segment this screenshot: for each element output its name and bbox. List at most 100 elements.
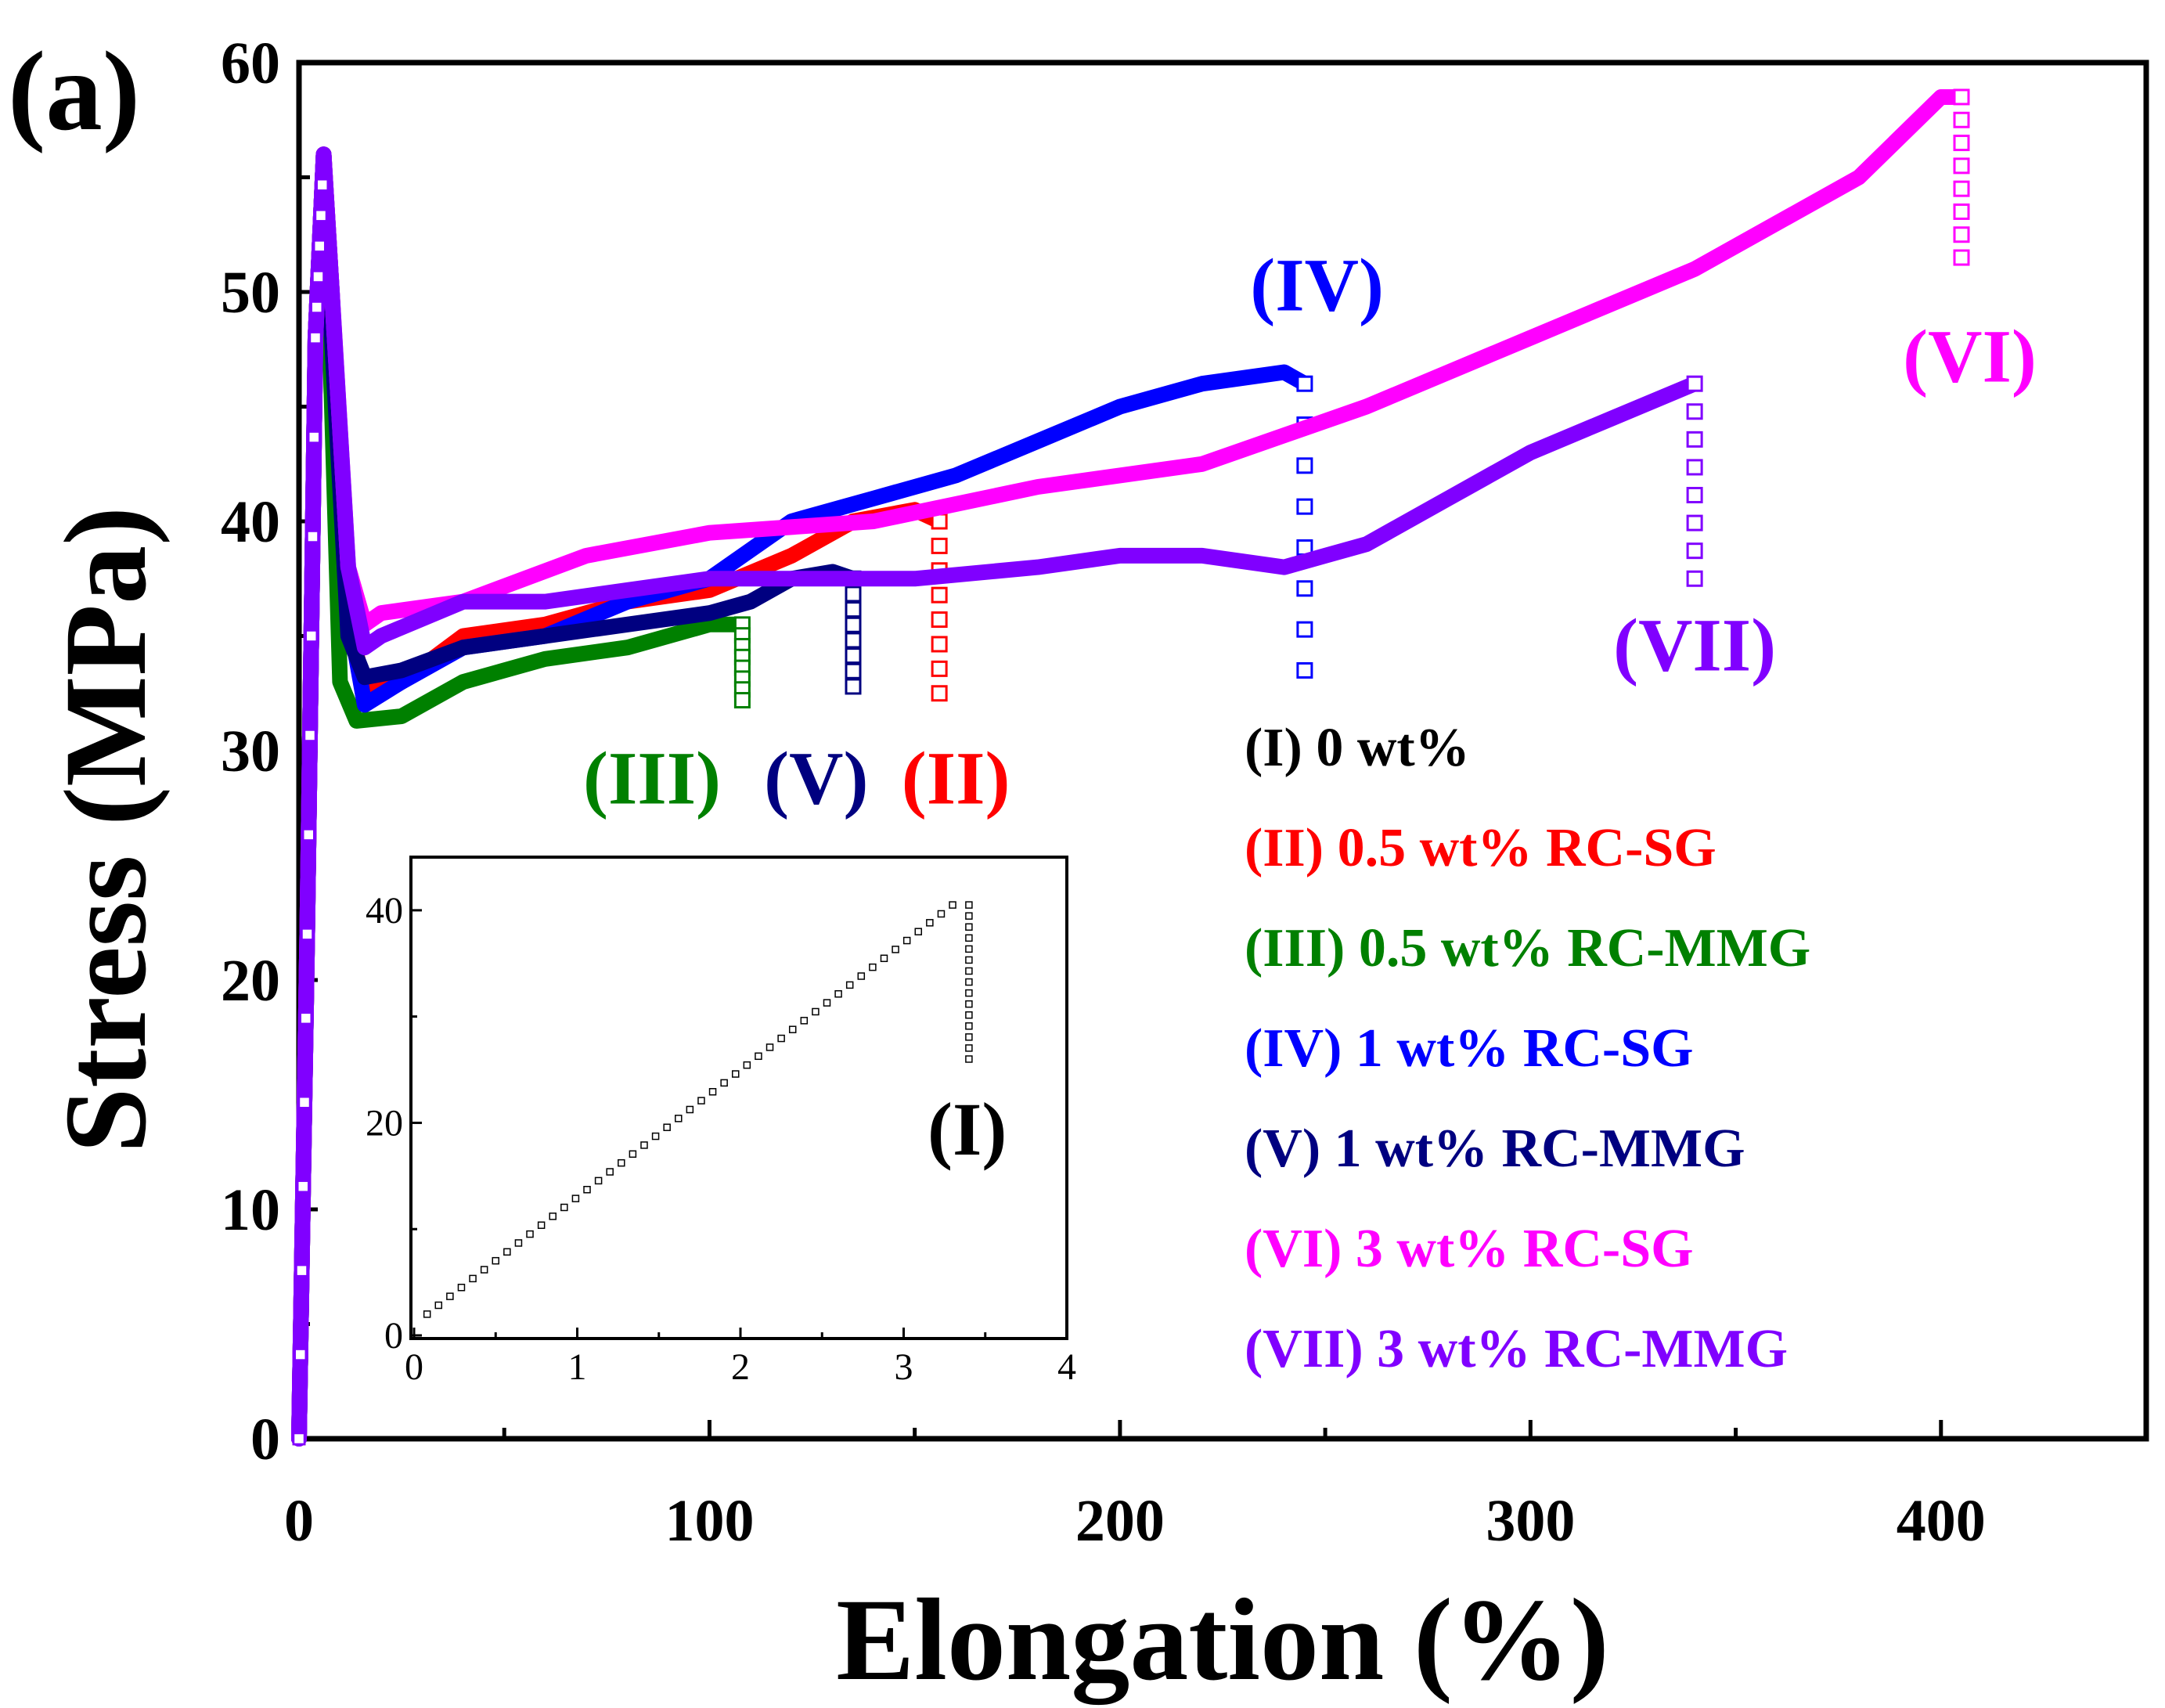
data-point <box>312 270 325 283</box>
inset-data-point <box>514 1239 523 1247</box>
inset-x-tick-label: 2 <box>731 1346 750 1388</box>
break-point <box>1953 203 1970 220</box>
data-point <box>307 431 321 444</box>
inset-data-point <box>800 1017 809 1025</box>
inset-data-point <box>469 1274 477 1283</box>
y-tick-label: 40 <box>221 489 280 555</box>
inset-data-point <box>651 1132 660 1140</box>
inset-y-tick-label: 40 <box>366 890 403 931</box>
inset-data-point <box>560 1203 568 1212</box>
inset-break-point <box>965 923 973 931</box>
break-point <box>1953 135 1970 152</box>
legend: (I) 0 wt% (II) 0.5 wt% RC-SG (III) 0.5 wt%… <box>1245 718 1810 1379</box>
inset-break-point <box>965 1033 973 1041</box>
y-tick-label: 0 <box>250 1407 280 1472</box>
legend-entry: (IV) 1 wt% RC-SG <box>1245 1018 1694 1079</box>
break-point <box>1686 570 1703 587</box>
break-point <box>1953 157 1970 175</box>
inset-points <box>423 901 973 1318</box>
break-point <box>1953 111 1970 128</box>
break-point <box>931 636 948 653</box>
inset-data-point <box>926 919 934 927</box>
inset-x-tick-label: 0 <box>405 1346 423 1388</box>
break-point <box>1686 487 1703 504</box>
data-point <box>297 1096 312 1109</box>
break-point <box>1296 580 1313 597</box>
inset-data-point <box>892 946 899 953</box>
break-point <box>1296 661 1313 679</box>
inset-data-point <box>457 1284 466 1292</box>
break-point <box>845 678 862 695</box>
data-point <box>314 209 328 222</box>
inset-break-point <box>965 1000 973 1008</box>
inset-data-point <box>823 999 831 1007</box>
series-5 <box>291 146 1703 1447</box>
inset-break-point <box>965 967 973 975</box>
series-layer <box>291 88 1970 1447</box>
inset-break-point <box>965 1055 973 1063</box>
inset-data-point <box>526 1230 534 1238</box>
break-point <box>845 662 862 679</box>
data-point <box>310 301 323 314</box>
x-axis-title: Elongation (%) <box>836 1575 1609 1705</box>
data-point <box>306 530 319 543</box>
curve-label: (IV) <box>1250 243 1384 326</box>
break-point <box>1686 403 1703 420</box>
inset-data-point <box>869 963 877 971</box>
break-point <box>1686 542 1703 560</box>
inset-data-point <box>571 1195 580 1202</box>
curve-label: (VI) <box>1903 314 2037 398</box>
y-tick-label: 20 <box>221 948 280 1014</box>
inset-break-point <box>965 901 973 909</box>
inset-curve-label: (I) <box>928 1087 1007 1171</box>
inset-x-tick-label: 3 <box>895 1346 913 1388</box>
inset-x-tick-label: 1 <box>568 1346 587 1388</box>
break-point <box>845 586 862 603</box>
inset-data-point <box>629 1150 637 1158</box>
inset-y-tick-label: 20 <box>366 1102 403 1144</box>
x-tick-label: 300 <box>1486 1488 1575 1554</box>
inset-data-point <box>697 1097 705 1104</box>
x-tick-label: 400 <box>1897 1488 1986 1554</box>
inset-data-point <box>423 1310 431 1318</box>
break-point <box>1296 621 1313 638</box>
break-point <box>931 685 948 702</box>
inset-data-point <box>857 972 866 980</box>
break-point <box>1953 249 1970 266</box>
break-point <box>845 616 862 633</box>
inset-data-point <box>663 1123 671 1131</box>
inset-data-point <box>503 1248 511 1256</box>
inset-data-point <box>618 1158 625 1167</box>
break-point <box>1953 226 1970 243</box>
data-point <box>294 1348 307 1361</box>
break-point <box>733 692 751 709</box>
data-point <box>315 178 329 192</box>
legend-entry: (VI) 3 wt% RC-SG <box>1245 1219 1694 1279</box>
data-point <box>295 1263 308 1277</box>
inset-data-point <box>594 1177 603 1185</box>
inset-data-point <box>937 910 946 918</box>
inset-break-point <box>965 1044 973 1052</box>
inset-data-point <box>549 1213 557 1220</box>
inset-data-point <box>675 1115 683 1122</box>
inset-data-point <box>606 1168 614 1176</box>
inset-break-point <box>965 978 973 986</box>
curve-label: (V) <box>764 736 868 820</box>
inset-data-point <box>755 1052 762 1061</box>
inset-data-point <box>765 1043 774 1051</box>
inset-data-point <box>812 1007 820 1016</box>
inset-break-point <box>965 1011 973 1019</box>
y-tick-label: 60 <box>221 31 280 96</box>
panel-label: (a) <box>8 29 140 154</box>
legend-entry: (III) 0.5 wt% RC-MMG <box>1245 918 1810 978</box>
inset-data-point <box>834 989 842 998</box>
data-point <box>292 1432 306 1446</box>
inset-data-point <box>880 954 888 963</box>
curve-label: (III) <box>583 736 721 820</box>
y-tick-label: 30 <box>221 719 280 784</box>
curve-label: (VII) <box>1613 603 1776 686</box>
x-tick-label: 0 <box>284 1488 314 1554</box>
inset-data-point <box>686 1105 694 1114</box>
